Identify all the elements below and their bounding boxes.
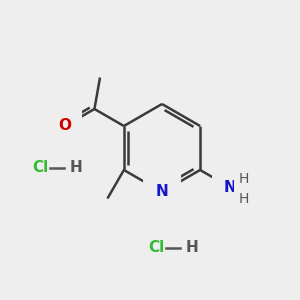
Text: Cl: Cl bbox=[32, 160, 48, 175]
Text: H: H bbox=[238, 172, 249, 186]
Text: H: H bbox=[186, 241, 199, 256]
Text: N: N bbox=[156, 184, 168, 200]
Text: H: H bbox=[70, 160, 83, 175]
Text: N: N bbox=[223, 179, 236, 194]
Text: H: H bbox=[238, 192, 249, 206]
Text: Cl: Cl bbox=[148, 241, 164, 256]
Text: O: O bbox=[58, 118, 71, 134]
